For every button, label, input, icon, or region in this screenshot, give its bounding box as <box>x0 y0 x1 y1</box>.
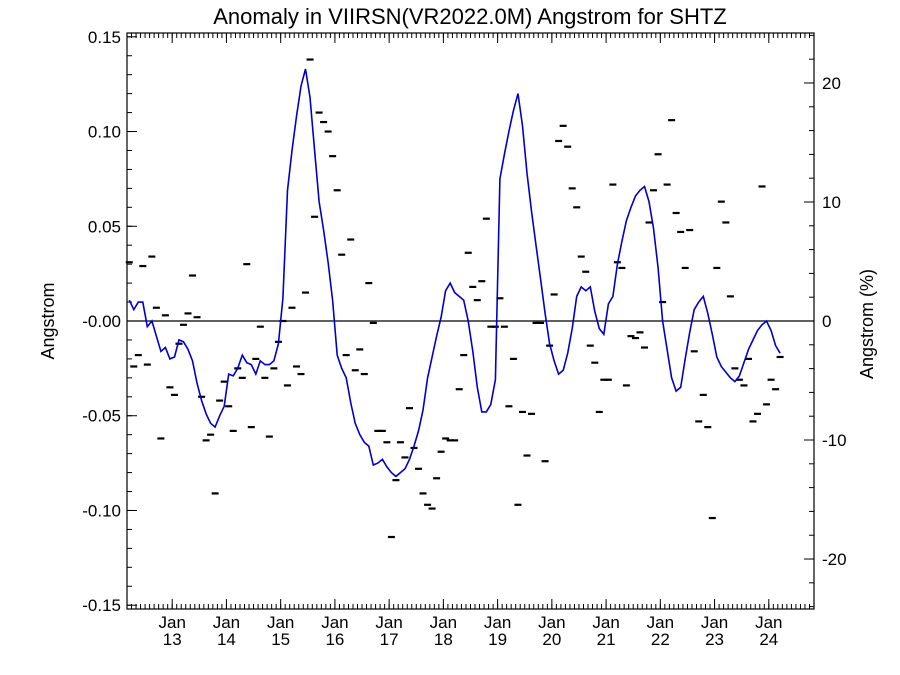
y-axis-label: Angstrom <box>38 282 58 359</box>
x-tick-label-year: 14 <box>217 630 236 649</box>
x-tick-label-year: 18 <box>434 630 453 649</box>
y-tick-label: -0.10 <box>82 501 121 520</box>
x-tick-label-month: Jan <box>701 613 728 632</box>
x-tick-label-month: Jan <box>267 613 294 632</box>
x-tick-label-year: 13 <box>163 630 182 649</box>
x-tick-label-year: 15 <box>271 630 290 649</box>
x-tick-label-month: Jan <box>321 613 348 632</box>
y-tick-label: 0.15 <box>88 28 121 47</box>
x-tick-label-month: Jan <box>484 613 511 632</box>
chart-title: Anomaly in VIIRSN(VR2022.0M) Angstrom fo… <box>213 4 727 29</box>
y-tick-label: -0.15 <box>82 596 121 615</box>
x-tick-label-month: Jan <box>592 613 619 632</box>
y-tick-label: -0.00 <box>82 312 121 331</box>
smoothed-line <box>128 68 781 478</box>
x-tick-label-month: Jan <box>213 613 240 632</box>
x-tick-label-month: Jan <box>430 613 457 632</box>
x-tick-label-month: Jan <box>647 613 674 632</box>
plot-marks: 0.15 0.10 0.05 -0.00 -0.05 -0.10 -0.15 20 10 0 -10… <box>82 28 846 649</box>
x-tick-label-year: 22 <box>651 630 670 649</box>
y2-tick-label: -20 <box>822 550 847 569</box>
y-tick-label: 0.05 <box>88 217 121 236</box>
x-tick-label-month: Jan <box>538 613 565 632</box>
x-tick-label-year: 21 <box>597 630 616 649</box>
y2-tick-label: 20 <box>822 74 841 93</box>
y2-tick-label: 0 <box>822 312 831 331</box>
y-tick-label: -0.05 <box>82 407 121 426</box>
y-tick-label: 0.10 <box>88 123 121 142</box>
x-tick-label-month: Jan <box>158 613 185 632</box>
x-tick-label-year: 23 <box>705 630 724 649</box>
y2-tick-label: 10 <box>822 193 841 212</box>
x-tick-label-month: Jan <box>755 613 782 632</box>
y2-tick-label: -10 <box>822 431 847 450</box>
y2-axis-label: Angstrom (%) <box>857 269 877 379</box>
plot-frame <box>126 32 815 610</box>
x-tick-label-year: 20 <box>542 630 561 649</box>
x-tick-label-year: 16 <box>325 630 344 649</box>
x-tick-label-year: 17 <box>380 630 399 649</box>
x-tick-label-month: Jan <box>375 613 402 632</box>
x-tick-label-year: 24 <box>759 630 778 649</box>
x-tick-label-year: 19 <box>488 630 507 649</box>
